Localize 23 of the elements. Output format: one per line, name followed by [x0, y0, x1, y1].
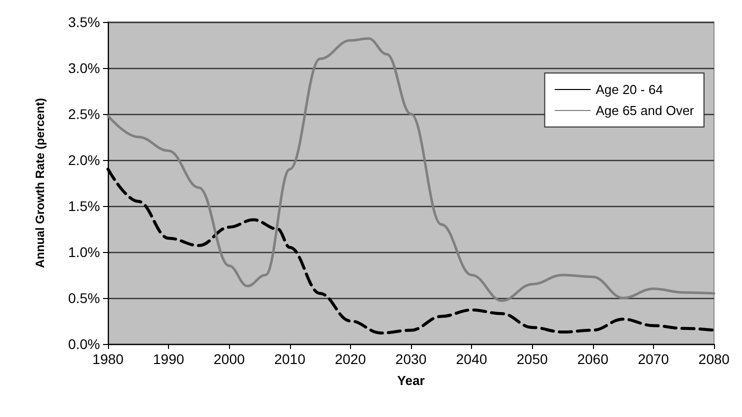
legend-label: Age 65 and Over: [596, 103, 695, 118]
y-tick-label: 2.0%: [68, 152, 100, 168]
y-tick-label: 2.5%: [68, 106, 100, 122]
x-tick-label: 2040: [456, 351, 488, 367]
y-tick-label: 1.5%: [68, 198, 100, 214]
x-tick-label: 2070: [638, 351, 670, 367]
x-tick-label: 2050: [516, 351, 548, 367]
y-tick-label: 0.5%: [68, 290, 100, 306]
y-tick-label: 1.0%: [68, 244, 100, 260]
y-axis-title: Annual Growth Rate (percent): [33, 98, 47, 268]
x-tick-label: 2030: [395, 351, 427, 367]
y-tick-label: 3.5%: [68, 14, 100, 30]
x-tick-label: 2080: [698, 351, 730, 367]
x-tick-label: 1990: [153, 351, 184, 367]
x-tick-label: 2060: [577, 351, 609, 367]
x-tick-label: 1980: [92, 351, 124, 367]
legend-label: Age 20 - 64: [596, 82, 663, 97]
x-tick-label: 2000: [214, 351, 245, 367]
y-tick-label: 3.0%: [68, 60, 100, 76]
x-tick-label: 2020: [334, 351, 366, 367]
x-axis-title: Year: [397, 373, 425, 388]
x-tick-label: 2010: [274, 351, 306, 367]
y-tick-label: 0.0%: [68, 336, 100, 352]
